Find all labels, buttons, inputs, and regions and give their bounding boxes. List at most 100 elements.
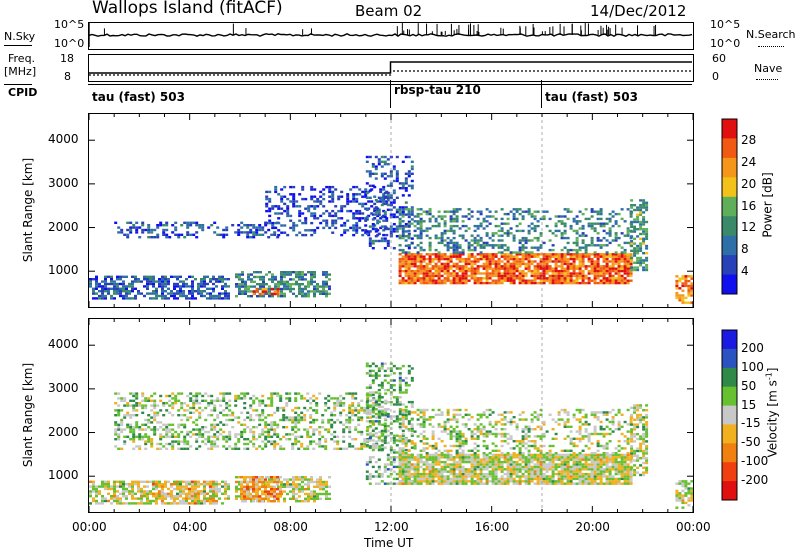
heat-cell bbox=[384, 399, 388, 402]
power-panel-frame bbox=[88, 113, 694, 308]
heat-cell bbox=[303, 406, 307, 410]
heat-cell bbox=[274, 185, 278, 189]
heat-cell bbox=[262, 280, 265, 283]
heat-cell bbox=[512, 208, 516, 211]
heat-cell bbox=[225, 402, 229, 405]
heat-cell bbox=[255, 226, 259, 229]
heat-cell bbox=[458, 257, 462, 261]
heat-cell bbox=[380, 364, 384, 368]
heat-cell bbox=[389, 201, 393, 204]
heat-cell bbox=[386, 242, 390, 245]
heat-cell bbox=[377, 448, 381, 452]
heat-cell bbox=[434, 220, 438, 223]
heat-cell bbox=[294, 411, 298, 414]
heat-cell bbox=[368, 475, 372, 478]
heat-cell bbox=[101, 480, 104, 483]
heat-cell bbox=[410, 465, 414, 469]
heat-cell bbox=[633, 261, 637, 264]
heat-cell bbox=[575, 239, 579, 242]
heat-cell bbox=[500, 253, 504, 256]
heat-cell bbox=[518, 279, 522, 282]
heat-cell bbox=[313, 490, 316, 493]
heat-cell bbox=[224, 492, 227, 495]
heat-cell bbox=[386, 227, 390, 231]
heat-cell bbox=[174, 440, 178, 443]
heat-cell bbox=[623, 267, 627, 270]
heat-cell bbox=[494, 267, 498, 270]
heat-cell bbox=[386, 456, 390, 459]
heat-cell bbox=[304, 229, 308, 232]
heat-cell bbox=[363, 442, 367, 446]
heat-cell bbox=[413, 274, 417, 278]
heat-cell bbox=[156, 428, 160, 431]
heat-cell bbox=[328, 492, 331, 496]
heat-cell bbox=[159, 433, 163, 436]
heat-cell bbox=[434, 248, 438, 252]
heat-cell bbox=[155, 280, 158, 283]
heat-cell bbox=[138, 447, 142, 450]
heat-cell bbox=[509, 253, 513, 256]
heat-cell bbox=[572, 241, 576, 245]
heat-cell bbox=[292, 483, 295, 486]
heat-cell bbox=[107, 292, 110, 295]
heat-cell bbox=[360, 447, 364, 450]
heat-cell bbox=[228, 392, 232, 395]
heat-cell bbox=[255, 483, 258, 486]
heat-cell bbox=[224, 480, 227, 483]
heat-cell bbox=[404, 376, 408, 380]
heat-cell bbox=[371, 448, 375, 452]
heat-cell bbox=[316, 485, 319, 488]
heat-cell bbox=[324, 445, 328, 448]
heat-cell bbox=[590, 244, 594, 247]
heat-cell bbox=[120, 409, 124, 412]
heat-cell bbox=[231, 411, 235, 414]
heat-cell bbox=[343, 224, 347, 227]
heat-cell bbox=[410, 218, 414, 221]
heat-cell bbox=[227, 497, 230, 500]
heat-cell bbox=[515, 265, 519, 268]
heat-cell bbox=[120, 421, 124, 424]
heat-cell bbox=[104, 285, 107, 288]
heat-cell bbox=[213, 435, 217, 438]
heat-cell bbox=[165, 402, 169, 405]
heat-cell bbox=[95, 275, 98, 278]
heat-cell bbox=[351, 402, 355, 405]
heat-cell bbox=[161, 294, 164, 298]
heat-cell bbox=[156, 226, 160, 229]
heat-cell bbox=[237, 397, 241, 400]
heat-cell bbox=[355, 197, 359, 201]
heat-cell bbox=[346, 219, 350, 222]
heat-cell bbox=[210, 414, 214, 417]
heat-cell bbox=[446, 470, 450, 473]
heat-cell bbox=[298, 209, 302, 213]
date-title: 14/Dec/2012 bbox=[590, 2, 687, 20]
heat-cell bbox=[623, 241, 627, 245]
heat-cell bbox=[383, 424, 387, 428]
heat-cell bbox=[137, 292, 140, 295]
heat-cell bbox=[268, 295, 271, 298]
heat-cell bbox=[227, 278, 230, 281]
heat-cell bbox=[187, 497, 191, 500]
heat-cell bbox=[599, 212, 603, 216]
heat-cell bbox=[119, 287, 122, 290]
heat-cell bbox=[321, 426, 325, 429]
heat-cell bbox=[283, 478, 286, 481]
heat-cell bbox=[548, 260, 552, 263]
heat-cell bbox=[273, 392, 277, 395]
heat-cell bbox=[581, 277, 585, 280]
heat-cell bbox=[382, 209, 386, 213]
heat-cell bbox=[210, 423, 214, 426]
freq-panel bbox=[88, 54, 694, 82]
heat-cell bbox=[500, 277, 504, 280]
heat-cell bbox=[318, 392, 322, 395]
heat-cell bbox=[593, 222, 597, 225]
heat-cell bbox=[234, 435, 238, 438]
heat-cell bbox=[464, 281, 468, 285]
heat-cell bbox=[440, 215, 444, 218]
heat-cell bbox=[557, 255, 561, 258]
heat-cell bbox=[176, 275, 179, 278]
heat-cell bbox=[371, 225, 375, 228]
heat-cell bbox=[491, 255, 495, 258]
heat-cell bbox=[410, 281, 414, 285]
heat-cell bbox=[398, 388, 402, 392]
